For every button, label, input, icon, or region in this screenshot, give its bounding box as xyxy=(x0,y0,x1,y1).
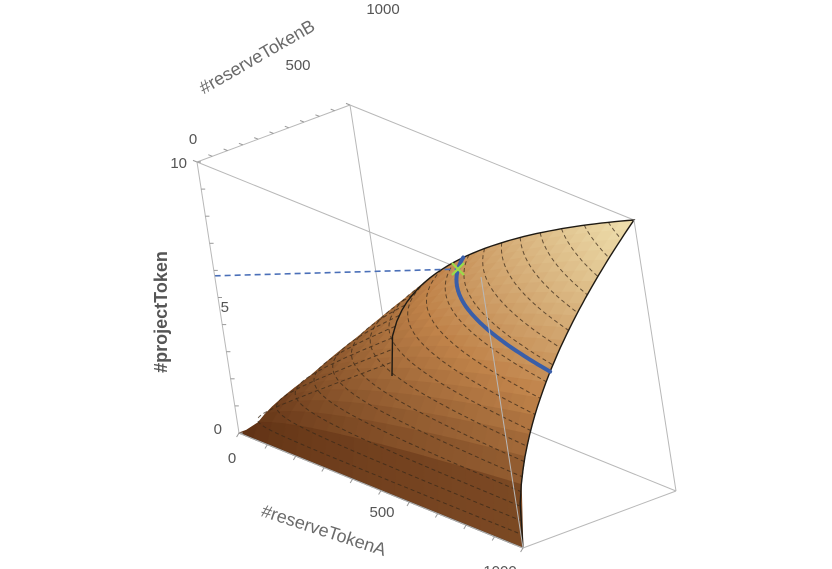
surface-face xyxy=(309,428,328,469)
contour-line xyxy=(463,254,554,366)
box-edge xyxy=(196,161,482,278)
x-tick xyxy=(406,501,410,507)
surface-face xyxy=(492,475,510,543)
y-tick xyxy=(299,120,305,123)
contour-line xyxy=(426,268,541,399)
contour-line xyxy=(332,314,523,478)
contour-line xyxy=(407,276,536,415)
y-tick xyxy=(315,114,320,117)
marker-cross xyxy=(451,262,465,276)
contour-line xyxy=(561,228,599,277)
surface-face xyxy=(366,440,383,492)
x-tick xyxy=(292,455,297,461)
y-tick xyxy=(345,102,351,106)
surface-face xyxy=(465,467,481,532)
x-tick xyxy=(434,513,439,518)
x-tick xyxy=(520,547,524,553)
surface-face xyxy=(323,431,341,474)
y-tick xyxy=(330,108,335,112)
z-axis-label: #projectToken xyxy=(151,251,171,373)
contour-line xyxy=(294,337,521,507)
x-tick xyxy=(463,524,467,530)
surface-face xyxy=(337,434,355,480)
x-tick xyxy=(378,490,382,495)
contour-line xyxy=(482,248,561,349)
surface-face xyxy=(352,437,369,486)
contour-line xyxy=(444,261,547,383)
contour-line xyxy=(500,242,569,331)
box-edge xyxy=(522,490,677,549)
box-edge xyxy=(480,276,524,549)
x-tick-label: 1000 xyxy=(483,563,516,569)
z-tick-label: 0 xyxy=(214,421,222,438)
x-tick xyxy=(491,536,496,541)
contour-line xyxy=(539,232,588,296)
x-tick xyxy=(236,432,240,438)
contour-line xyxy=(369,294,528,447)
y-tick xyxy=(254,137,259,140)
y-tick xyxy=(223,148,228,152)
contour-line xyxy=(275,349,521,521)
y-tick-label: 1000 xyxy=(366,1,399,18)
z-tick-label: 5 xyxy=(221,299,229,316)
y-tick xyxy=(284,125,289,129)
contour-line xyxy=(257,362,522,535)
z-tick-label: 10 xyxy=(170,155,187,172)
surface-face xyxy=(451,463,467,526)
highlight-layer xyxy=(214,255,553,374)
x-tick xyxy=(349,478,354,484)
tick-marks xyxy=(192,102,524,553)
contour-line xyxy=(607,222,622,240)
y-tick-label: 0 xyxy=(189,131,197,148)
y-tick xyxy=(208,154,213,157)
x-tick xyxy=(264,444,268,449)
x-tick-label: 500 xyxy=(369,504,394,521)
x-tick-label: 0 xyxy=(228,450,236,467)
contour-lines xyxy=(257,222,622,535)
projection-dashed-line xyxy=(214,268,458,277)
y-tick xyxy=(192,159,198,163)
y-tick xyxy=(269,131,274,134)
surface-face xyxy=(423,455,439,515)
highlight-contour-line xyxy=(454,255,553,374)
contour-line xyxy=(351,304,525,463)
y-tick xyxy=(238,142,244,146)
surface-face xyxy=(437,459,453,520)
box-edge xyxy=(349,104,635,221)
box-edge xyxy=(633,219,677,492)
x-tick xyxy=(321,467,325,472)
y-tick-label: 500 xyxy=(285,57,310,74)
